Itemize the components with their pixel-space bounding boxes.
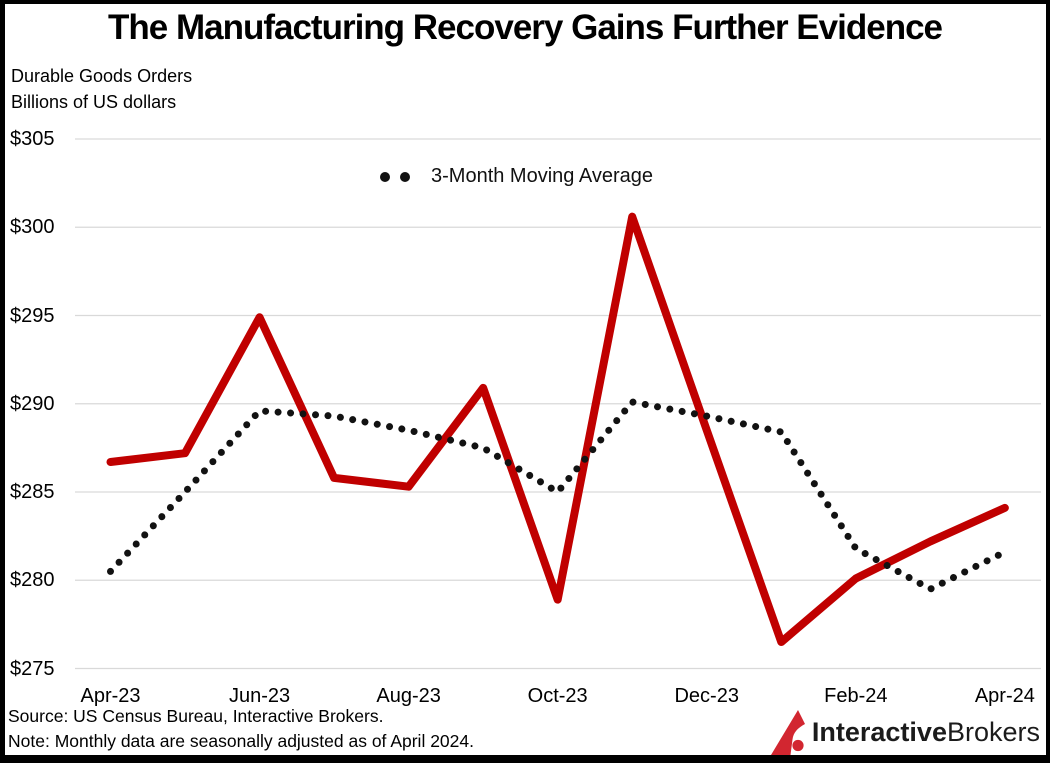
series-moving-average bbox=[107, 398, 1009, 593]
interactive-brokers-logo: InteractiveBrokers bbox=[768, 709, 1040, 755]
source-text: Source: US Census Bureau, Interactive Br… bbox=[8, 706, 384, 726]
x-tick-label: Aug-23 bbox=[376, 685, 441, 707]
y-tick-label: $290 bbox=[10, 392, 55, 415]
y-tick-label: $280 bbox=[10, 569, 55, 592]
legend-marker-dot bbox=[380, 171, 390, 182]
legend-marker-dot bbox=[400, 171, 410, 182]
y-tick-label: $295 bbox=[10, 304, 55, 327]
legend-label: 3-Month Moving Average bbox=[431, 165, 653, 187]
x-tick-label: Apr-23 bbox=[80, 685, 141, 707]
x-tick-label: Feb-24 bbox=[824, 685, 888, 707]
x-tick-label: Apr-24 bbox=[974, 685, 1035, 707]
y-tick-label: $305 bbox=[10, 128, 55, 150]
note-text: Note: Monthly data are seasonally adjust… bbox=[8, 731, 474, 751]
x-tick-label: Dec-23 bbox=[674, 685, 739, 707]
subtitle-line-2: Billions of US dollars bbox=[11, 91, 177, 112]
interactive-brokers-icon bbox=[770, 710, 805, 755]
x-tick-label: Jun-23 bbox=[228, 685, 291, 707]
y-tick-label: $275 bbox=[10, 657, 55, 680]
logo-word-brokers: Brokers bbox=[946, 717, 1040, 747]
chart-subtitle: Durable Goods Orders Billions of US doll… bbox=[11, 64, 192, 115]
logo-word-interactive: Interactive bbox=[811, 717, 947, 747]
y-tick-label: $285 bbox=[10, 481, 55, 503]
chart-title: The Manufacturing Recovery Gains Further… bbox=[108, 8, 943, 47]
y-tick-label: $300 bbox=[10, 216, 55, 239]
series-durable-goods bbox=[106, 212, 1009, 647]
subtitle-line-1: Durable Goods Orders bbox=[11, 66, 193, 86]
chart-legend: 3-Month Moving Average bbox=[380, 165, 653, 188]
x-tick-label: Oct-23 bbox=[527, 685, 588, 707]
interactive-brokers-wordmark: InteractiveBrokers bbox=[812, 709, 1040, 755]
